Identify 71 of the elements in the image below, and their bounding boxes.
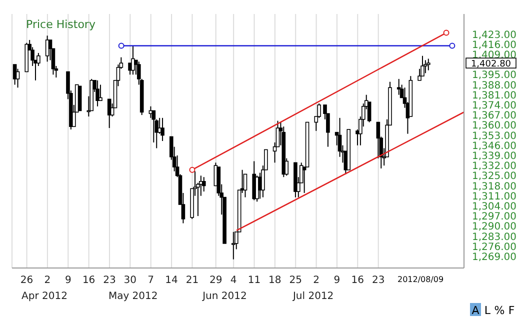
x-tick-label: 9 [64, 275, 72, 286]
x-tick-label: 25 [289, 275, 302, 286]
text: % [494, 304, 505, 317]
candlestick [243, 174, 248, 198]
x-tick-label: 2 [313, 275, 320, 286]
x-tick-label: 30 [124, 275, 137, 286]
text: 1,402.80 [470, 60, 512, 70]
y-tick-label: 1,290.00 [472, 222, 517, 233]
x-tick-label: 2 [44, 275, 51, 286]
x-tick-label: 23 [372, 275, 385, 286]
x-tick-label: 18 [268, 275, 282, 286]
point [449, 42, 456, 49]
y-tick-label: 1,325.00 [472, 171, 517, 182]
x-tick-label: 29 [209, 275, 222, 286]
y-tick-label: 1,374.00 [472, 100, 517, 112]
candlestick [426, 58, 430, 71]
y-tick-label: 1,360.00 [472, 120, 517, 132]
candlestick [98, 84, 102, 102]
y-tick-label: 1,276.00 [472, 242, 517, 253]
text: L [484, 304, 492, 317]
y-tick-label: 1,339.00 [472, 150, 517, 162]
point [189, 166, 196, 173]
y-tick-label: 1,416.00 [472, 40, 517, 51]
candlestick [317, 102, 321, 118]
x-tick-label: 26 [20, 275, 34, 286]
y-tick-label: 1,346.00 [472, 140, 517, 152]
x-tick-label: 4 [230, 275, 237, 286]
candlestick [131, 45, 135, 76]
candlestick [396, 78, 401, 96]
y-tick-label: 1,423.00 [472, 30, 517, 41]
y-tick-label: 1,304.00 [472, 201, 517, 212]
y-tick-label: 1,381.00 [472, 90, 517, 102]
x-tick-label: 16 [82, 275, 96, 286]
x-tick-label: 7 [148, 275, 154, 286]
y-tick-label: 1,332.00 [472, 161, 517, 172]
text: 2012/08/09 [397, 275, 444, 284]
y-tick-label: 1,395.00 [472, 70, 517, 82]
chart-title: Price History [26, 18, 96, 31]
y-tick-label: 1,297.00 [472, 212, 517, 223]
candlestick [16, 68, 20, 88]
x-tick-label: 16 [351, 275, 364, 286]
candlestick [36, 52, 40, 66]
y-tick-label: 1,318.00 [472, 181, 517, 192]
x2-tick-label: Apr 2012 [22, 291, 68, 302]
x-tick-label: 23 [103, 275, 116, 286]
x2-tick-label: May 2012 [108, 291, 158, 302]
x-tick-label: 14 [165, 275, 178, 286]
point [443, 30, 450, 36]
candlestick [202, 176, 206, 192]
x2-tick-label: Jun 2012 [202, 291, 247, 302]
candlestick [424, 60, 428, 74]
y-tick-label: 1,269.00 [472, 252, 517, 264]
y-tick-label: 1,367.00 [472, 110, 517, 122]
candlestick [232, 231, 236, 260]
candlestick [418, 68, 422, 81]
y-tick-label: 1,311.00 [472, 191, 517, 202]
y-tick-label: 1,353.00 [472, 130, 517, 142]
text: A [472, 304, 480, 317]
candlestick [255, 175, 259, 202]
text: F [508, 304, 515, 317]
candlestick [420, 55, 424, 77]
point [118, 42, 124, 49]
candlestick [30, 46, 34, 66]
candlestick [160, 117, 164, 142]
candlestick [96, 80, 100, 107]
x-tick-label: 9 [334, 275, 340, 286]
x2-tick-label: Jul 2012 [292, 291, 334, 302]
y-tick-label: 1,283.00 [472, 232, 517, 243]
x-tick-label: 11 [248, 275, 261, 286]
x-tick-label: 21 [186, 275, 199, 286]
y-tick-label: 1,388.00 [472, 80, 517, 92]
